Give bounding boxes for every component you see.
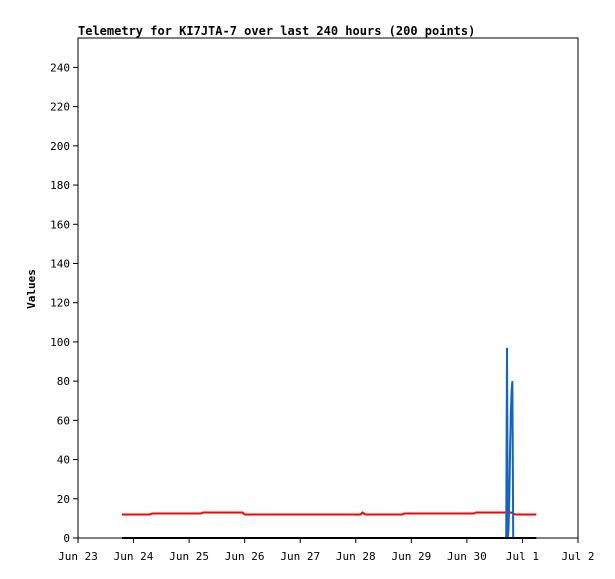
y-tick-label: 140 (50, 257, 70, 270)
x-tick-label: Jun 29 (391, 550, 431, 563)
y-tick-label: 80 (57, 375, 70, 388)
x-tick-label: Jul 2 (561, 550, 594, 563)
chart-title: Telemetry for KI7JTA-7 over last 240 hou… (78, 24, 475, 38)
x-tick-label: Jun 30 (447, 550, 487, 563)
series-line-1 (122, 511, 537, 516)
plot-frame (77, 37, 579, 539)
x-tick-label: Jul 1 (506, 550, 539, 563)
y-axis-label: Values (25, 269, 38, 309)
y-axis: 0 20 40 60 80 100 120 140 160 180 200 220 240 (50, 61, 78, 545)
y-tick-label: 180 (50, 179, 70, 192)
x-tick-label: Jun 24 (114, 550, 154, 563)
x-tick-label: Jun 28 (336, 550, 376, 563)
y-tick-label: 120 (50, 297, 70, 310)
x-tick-label: Jun 26 (225, 550, 265, 563)
x-axis: Jun 23 Jun 24 Jun 25 Jun 26 Jun 27 Jun 28 Jun … (58, 538, 595, 563)
y-tick-label: 200 (50, 140, 70, 153)
series-line-2 (505, 347, 515, 539)
y-tick-label: 220 (50, 101, 70, 114)
y-tick-label: 0 (63, 532, 70, 545)
x-tick-label: Jun 27 (280, 550, 320, 563)
y-tick-label: 20 (57, 493, 70, 506)
y-tick-label: 100 (50, 336, 70, 349)
y-tick-label: 160 (50, 218, 70, 231)
y-tick-label: 60 (57, 414, 70, 427)
x-tick-label: Jun 25 (169, 550, 209, 563)
x-tick-label: Jun 23 (58, 550, 98, 563)
series-layer (122, 347, 537, 539)
y-tick-label: 40 (57, 454, 70, 467)
y-tick-label: 240 (50, 61, 70, 74)
